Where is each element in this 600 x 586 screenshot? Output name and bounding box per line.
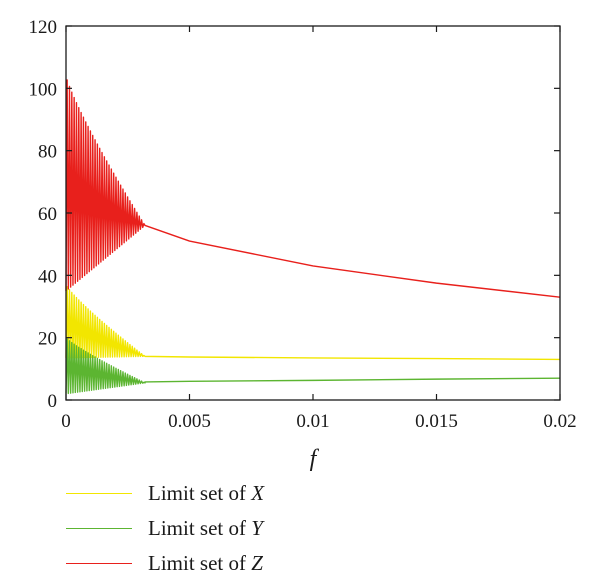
legend-label-y: Limit set of Y <box>148 516 263 540</box>
y-tick-label: 40 <box>38 266 57 287</box>
series-line-z <box>65 79 561 298</box>
x-tick-label: 0.02 <box>543 411 576 432</box>
legend-swatch-y <box>66 528 132 529</box>
series-line-y <box>65 338 561 395</box>
legend-label-z: Limit set of Z <box>148 551 263 575</box>
y-tick-label: 60 <box>38 204 57 225</box>
y-tick-label: 20 <box>38 329 57 350</box>
x-tick-label: 0.005 <box>168 411 211 432</box>
legend-item-y: Limit set of Y <box>66 511 264 546</box>
y-tick-label: 120 <box>29 17 58 38</box>
plot-frame <box>65 25 561 401</box>
x-tick-label: 0.015 <box>415 411 458 432</box>
y-tick-label: 100 <box>29 79 58 100</box>
x-tick-label: 0 <box>61 411 71 432</box>
ticks-layer: 0 0.005 0.01 0.015 0.02 0 20 40 60 80 100 120 <box>29 17 577 432</box>
legend: Limit set of X Limit set of Y Limit set … <box>66 476 264 581</box>
legend-swatch-x <box>66 493 132 494</box>
series-line-x <box>65 285 561 361</box>
x-tick-label: 0.01 <box>296 411 329 432</box>
x-axis-label: f <box>310 446 320 472</box>
legend-item-x: Limit set of X <box>66 476 264 511</box>
chart: 0 0.005 0.01 0.015 0.02 0 20 40 60 80 100 120 f <box>29 17 577 472</box>
legend-label-x: Limit set of X <box>148 481 265 505</box>
y-tick-label: 80 <box>38 142 57 163</box>
legend-swatch-z <box>66 563 132 564</box>
series-layer <box>65 79 561 395</box>
y-tick-label: 0 <box>48 391 58 412</box>
legend-item-z: Limit set of Z <box>66 546 264 581</box>
